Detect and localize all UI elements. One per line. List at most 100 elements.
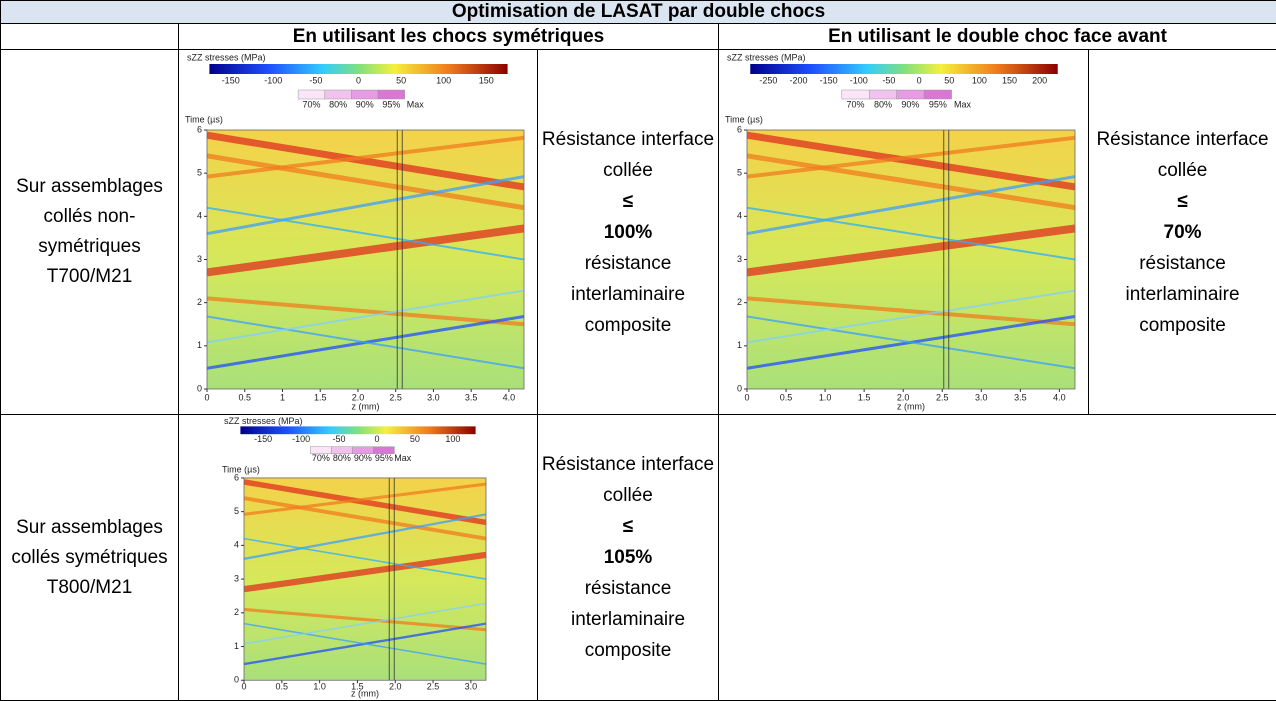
y-tick-label: 4 [234,539,239,549]
threshold-label: Max [394,452,412,462]
colorbar-tick-label: 50 [410,434,420,444]
x-tick-label: 2.5 [935,392,948,402]
plot-title: sZZ stresses (MPa) [187,52,266,62]
y-tick-label: 2 [234,607,239,617]
threshold-box [298,90,325,99]
colorbar-tick-label: 150 [478,75,493,85]
threshold-label: 70% [312,452,330,462]
result-cell: Résistance interface collée ≤ 70% résist… [1089,50,1276,415]
colorbar-tick-label: -150 [254,434,272,444]
empty-cell [1,24,179,50]
y-tick-label: 5 [736,167,741,177]
result-text: Résistance interface collée [538,124,718,186]
colorbar-tick-label: 100 [445,434,460,444]
colorbar [240,426,475,434]
result-sign: ≤ [1089,186,1276,217]
y-tick-label: 2 [196,297,201,307]
colorbar-tick-label: -150 [221,75,239,85]
x-axis-label: z (mm) [351,688,379,698]
column-header: En utilisant le double choc face avant [719,24,1276,50]
threshold-box [869,90,896,99]
result-value: 105% [538,542,718,573]
y-tick-label: 6 [736,124,741,134]
x-tick-label: 0 [744,392,749,402]
row-label: Sur assemblages collés non-symétriques T… [1,50,179,415]
x-tick-label: 4.0 [1053,392,1066,402]
result-text: résistance interlaminaire composite [1089,248,1276,341]
y-tick-label: 4 [736,210,741,220]
threshold-label: 95% [928,99,946,109]
colorbar-tick-label: 50 [396,75,406,85]
y-tick-label: 6 [234,472,239,482]
colorbar-tick-label: 100 [436,75,451,85]
column-header: En utilisant les chocs symétriques [179,24,719,50]
colorbar-tick-label: 150 [1001,75,1016,85]
result-text: Résistance interface collée [538,449,718,511]
colorbar-tick-label: -50 [309,75,322,85]
x-tick-label: 0 [241,681,246,691]
x-tick-label: 3.0 [465,681,478,691]
plot-title: sZZ stresses (MPa) [224,417,303,426]
colorbar-tick-label: -100 [292,434,310,444]
threshold-label: Max [406,99,424,109]
row-label: Sur assemblages collés symétriques T800/… [1,415,179,701]
colorbar-tick-label: -250 [759,75,777,85]
x-tick-label: 1.5 [313,392,326,402]
colorbar-tick-label: 0 [374,434,379,444]
x-axis-label: z (mm) [351,401,379,411]
threshold-label: 80% [873,99,891,109]
y-tick-label: 5 [196,167,201,177]
x-tick-label: 0.5 [238,392,251,402]
y-tick-label: 0 [736,383,741,393]
threshold-label: 90% [901,99,919,109]
threshold-box [324,90,351,99]
y-tick-label: 1 [234,640,239,650]
colorbar-tick-label: -50 [333,434,346,444]
result-value: 70% [1089,217,1276,248]
y-tick-label: 0 [234,674,239,684]
result-cell: Résistance interface collée ≤ 105% résis… [538,415,719,701]
colorbar-tick-label: 200 [1032,75,1047,85]
colorbar-tick-label: 0 [916,75,921,85]
result-sign: ≤ [538,511,718,542]
threshold-label: 80% [333,452,351,462]
x-tick-label: 2.0 [389,681,402,691]
colorbar-tick-label: 100 [971,75,986,85]
threshold-label: 80% [329,99,347,109]
y-tick-label: 3 [234,573,239,583]
threshold-label: 70% [302,99,320,109]
x-tick-label: 0 [204,392,209,402]
x-tick-label: 3.5 [1014,392,1027,402]
y-tick-label: 0 [196,383,201,393]
threshold-box [841,90,868,99]
x-tick-label: 3.0 [427,392,440,402]
x-axis-label: z (mm) [897,401,925,411]
y-tick-label: 3 [196,253,201,263]
colorbar-tick-label: 50 [944,75,954,85]
threshold-box [378,90,405,99]
colorbar-tick-label: -200 [789,75,807,85]
result-text: résistance interlaminaire composite [538,573,718,666]
result-cell: Résistance interface collée ≤ 100% résis… [538,50,719,415]
colorbar-tick-label: -50 [882,75,895,85]
x-tick-label: 2.5 [389,392,402,402]
result-value: 100% [538,217,718,248]
x-tick-label: 1 [279,392,284,402]
colorbar-tick-label: 0 [355,75,360,85]
y-tick-label: 3 [736,253,741,263]
x-tick-label: 4.0 [502,392,515,402]
threshold-label: 90% [355,99,373,109]
colorbar-tick-label: -100 [264,75,282,85]
y-tick-label: 6 [196,124,201,134]
x-tick-label: 3.5 [464,392,477,402]
y-tick-label: 4 [196,210,201,220]
x-tick-label: 2.5 [427,681,440,691]
threshold-label: 95% [382,99,400,109]
